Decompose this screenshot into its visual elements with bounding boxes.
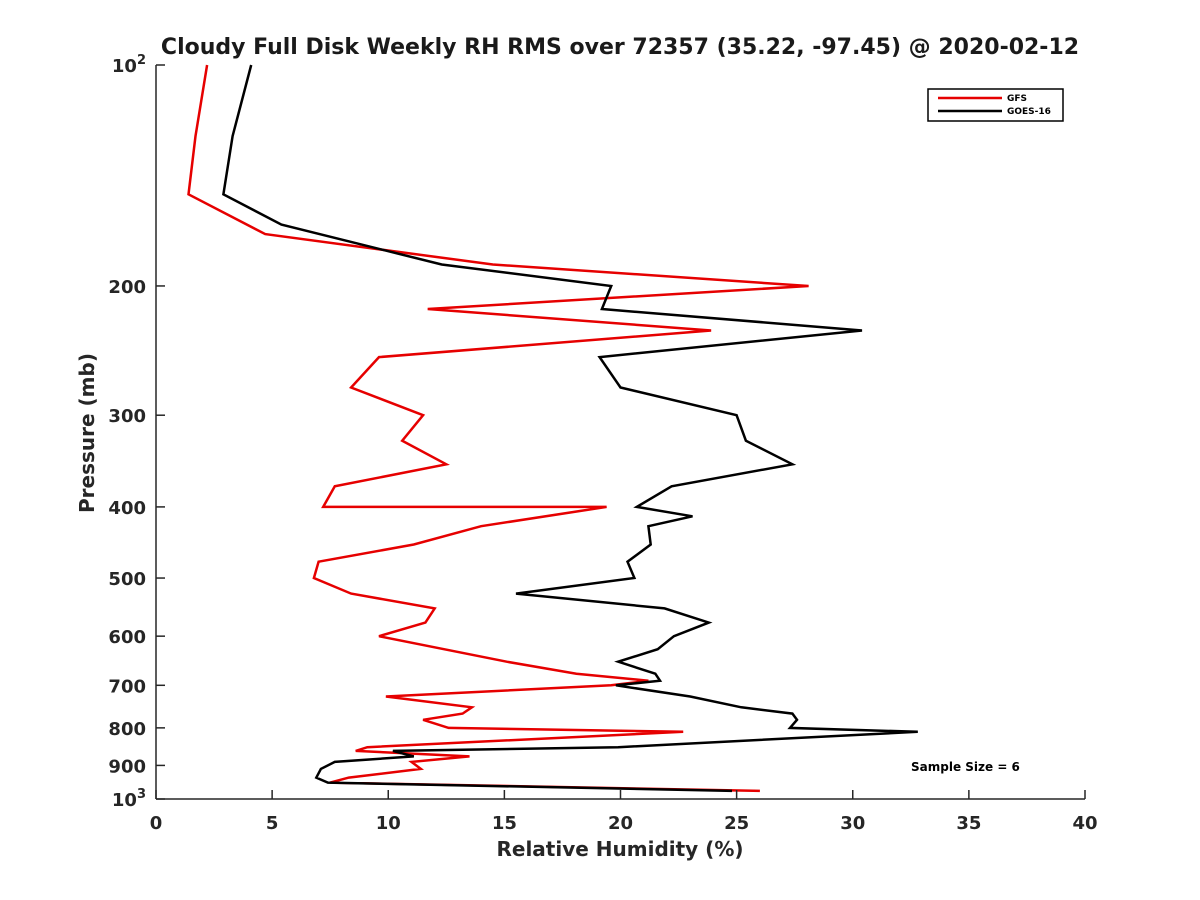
legend: GFS GOES-16: [927, 88, 1064, 122]
series-line-goes16: [222, 64, 918, 793]
legend-label-gfs: GFS: [1007, 94, 1027, 104]
y-tick-label: 102: [112, 53, 146, 77]
y-tick-label: 800: [108, 719, 146, 740]
axes-layer: 0 5 10 15 20 25 30 35 40 102 200 300 400 500 600 700 800…: [108, 53, 1097, 834]
x-tick-label: 35: [956, 813, 981, 834]
x-tick-label: 40: [1072, 813, 1097, 834]
series-line-gfs: [187, 64, 809, 793]
y-tick-label: 500: [108, 569, 146, 590]
x-tick-label: 0: [150, 813, 163, 834]
x-tick-label: 30: [840, 813, 865, 834]
sample-size-annotation: Sample Size = 6: [911, 760, 1020, 774]
y-tick-label: 300: [108, 406, 146, 427]
y-tick-label: 900: [108, 756, 146, 777]
legend-label-goes16: GOES-16: [1007, 107, 1051, 117]
x-tick-label: 10: [376, 813, 401, 834]
legend-box: [927, 88, 1064, 122]
x-tick-label: 5: [266, 813, 279, 834]
x-tick-label: 15: [492, 813, 517, 834]
y-tick-label: 200: [108, 277, 146, 298]
y-tick-label: 600: [108, 627, 146, 648]
y-tick-label: 400: [108, 498, 146, 519]
series-layer: [187, 64, 918, 793]
y-axis-label: Pressure (mb): [75, 353, 99, 513]
x-axis-label: Relative Humidity (%): [496, 837, 743, 861]
x-tick-label: 25: [724, 813, 749, 834]
chart-title: Cloudy Full Disk Weekly RH RMS over 7235…: [161, 35, 1079, 60]
x-tick-label: 20: [608, 813, 633, 834]
y-tick-label: 103: [112, 787, 146, 811]
y-tick-label: 700: [108, 676, 146, 697]
